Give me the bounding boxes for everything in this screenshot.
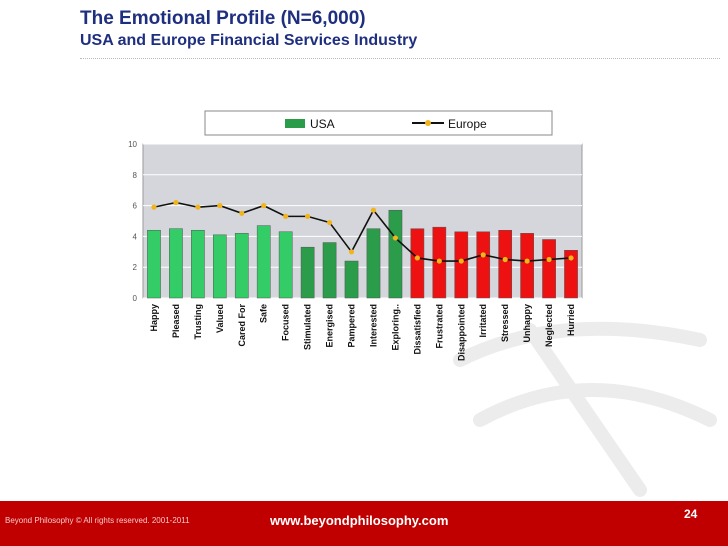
europe-point	[436, 258, 442, 264]
emotional-profile-chart: 0 2 4 6 8 10 Happy Pleased Trusting Valued Cared F…	[128, 110, 583, 361]
x-tick-label: Focused	[281, 304, 291, 341]
europe-point	[283, 213, 289, 219]
bar-usa-pampered	[344, 260, 359, 299]
europe-point	[414, 255, 420, 261]
slide-subtitle: USA and Europe Financial Services Indust…	[80, 32, 418, 49]
bar-usa-safe	[256, 225, 271, 299]
x-tick-label: Happy	[149, 304, 159, 332]
bar-usa-happy	[147, 229, 161, 299]
x-tick-label: Dissatisfied	[412, 304, 422, 355]
y-tick-label: 2	[133, 263, 138, 272]
watermark-logo	[453, 321, 717, 497]
bar-usa-disappointed	[454, 231, 469, 299]
europe-point	[480, 252, 486, 258]
europe-point	[546, 256, 552, 263]
x-tick-label: Neglected	[544, 304, 554, 347]
bar-usa-valued	[212, 234, 227, 299]
europe-point	[370, 207, 377, 213]
europe-point	[458, 258, 464, 264]
bar-usa-focused	[278, 231, 293, 299]
europe-point	[502, 256, 508, 263]
y-tick-label: 10	[128, 140, 137, 149]
europe-point	[326, 219, 333, 226]
x-tick-label: Exploring..	[390, 304, 400, 351]
bar-usa-neglected	[542, 239, 556, 299]
bar-usa-pleased	[169, 228, 183, 299]
x-tick-label: Energised	[325, 304, 335, 348]
x-tick-label: Stressed	[500, 304, 510, 342]
europe-point	[195, 204, 201, 210]
bar-usa-trusting	[191, 229, 205, 299]
x-tick-label: Unhappy	[522, 304, 532, 343]
plot-area	[142, 143, 583, 299]
legend-europe-label: Europe	[448, 117, 487, 131]
title-divider	[80, 58, 720, 59]
x-tick-label: Irritated	[478, 304, 488, 338]
europe-line	[153, 201, 572, 262]
europe-point	[568, 255, 574, 261]
bar-usa-irritated	[476, 231, 491, 299]
bar-usa-stimulated	[300, 246, 315, 299]
x-tick-label: Frustrated	[434, 304, 444, 349]
europe-point	[173, 199, 179, 206]
x-tick-label: Interested	[368, 304, 378, 347]
europe-point	[348, 249, 355, 255]
x-tick-label: Safe	[259, 304, 269, 323]
x-tick-label: Cared For	[237, 304, 247, 347]
europe-point	[261, 203, 267, 209]
x-tick-label: Hurried	[566, 304, 576, 336]
europe-point	[217, 203, 223, 209]
europe-point	[151, 204, 157, 210]
footer-copyright: Beyond Philosophy © All rights reserved.…	[5, 516, 190, 525]
y-tick-label: 0	[133, 294, 138, 303]
slide-title: The Emotional Profile (N=6,000)	[80, 8, 366, 29]
x-tick-label: Valued	[215, 304, 225, 333]
bar-usa-energised	[322, 242, 337, 299]
y-tick-label: 6	[133, 202, 138, 211]
footer-bar: Beyond Philosophy © All rights reserved.…	[0, 501, 728, 546]
legend-usa-label: USA	[310, 117, 335, 131]
bar-usa-exploring	[388, 209, 403, 299]
x-tick-label: Disappointed	[456, 304, 466, 361]
y-tick-label: 4	[133, 232, 138, 241]
bar-usa-unhappy	[520, 233, 534, 299]
legend-usa-swatch	[285, 119, 305, 128]
x-tick-label: Stimulated	[303, 304, 313, 350]
bar-usa-cared-for	[234, 233, 249, 299]
y-tick-label: 8	[133, 171, 138, 180]
x-tick-label: Trusting	[193, 304, 203, 340]
europe-point	[239, 210, 245, 216]
x-tick-label: Pleased	[171, 304, 181, 338]
bar-usa-interested	[366, 228, 381, 299]
europe-point	[305, 213, 311, 219]
bar-usa-stressed	[498, 229, 513, 299]
footer-website-link[interactable]: www.beyondphilosophy.com	[270, 513, 449, 528]
legend-europe-marker	[425, 120, 431, 126]
europe-point	[392, 235, 399, 241]
europe-point	[524, 258, 530, 264]
x-tick-label: Pampered	[347, 304, 357, 348]
bar-usa-hurried	[564, 250, 578, 299]
page-number: 24	[684, 507, 698, 521]
chart-legend	[204, 110, 553, 136]
bar-usa-dissatisfied	[410, 228, 425, 299]
